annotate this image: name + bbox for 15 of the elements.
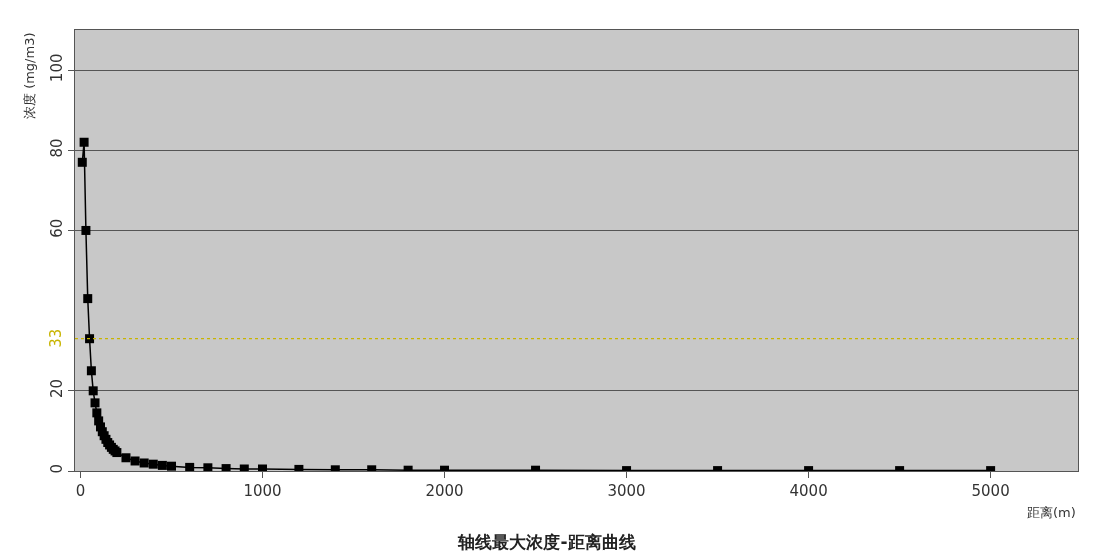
y-tick-label: 20 — [48, 379, 66, 399]
ref-line-label: 33 — [47, 328, 66, 348]
y-axis-title: 浓度 (mg/m3) — [22, 32, 37, 119]
x-tick-label: 4000 — [789, 482, 828, 500]
y-tick-label: 0 — [48, 463, 66, 474]
x-tick-label: 0 — [75, 482, 86, 500]
x-tick-label: 5000 — [971, 482, 1010, 500]
y-tick-label: 100 — [48, 53, 66, 83]
y-tick-label: 80 — [48, 138, 66, 158]
y-tick-label: 60 — [48, 218, 66, 238]
x-tick-label: 3000 — [607, 482, 646, 500]
x-tick-label: 1000 — [243, 482, 282, 500]
x-tick-label: 2000 — [425, 482, 464, 500]
x-axis-title: 距离(m) — [1027, 505, 1076, 520]
text: 轴线最大浓度-距离曲线 — [457, 532, 636, 553]
